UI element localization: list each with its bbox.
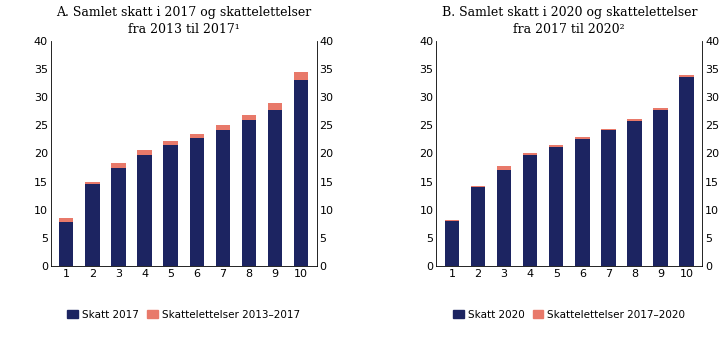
Bar (679, 77, 694, 266)
Bar (653, 109, 668, 266)
Bar (679, 75, 694, 77)
Bar (164, 145, 178, 266)
Bar (471, 186, 485, 187)
Bar (523, 153, 537, 154)
Bar (575, 139, 589, 266)
Bar (268, 103, 282, 109)
Bar (242, 120, 256, 266)
Bar (242, 115, 256, 120)
Bar (111, 167, 126, 266)
Bar (85, 181, 100, 184)
Bar (59, 222, 74, 266)
Bar (268, 109, 282, 266)
Bar (549, 147, 563, 266)
Bar (216, 125, 230, 130)
Bar (471, 187, 485, 266)
Title: B. Samlet skatt i 2020 og skattelettelser
fra 2017 til 2020²: B. Samlet skatt i 2020 og skattelettelse… (442, 5, 697, 35)
Legend: Skatt 2017, Skattelettelser 2013–2017: Skatt 2017, Skattelettelser 2013–2017 (63, 306, 304, 324)
Bar (575, 137, 589, 139)
Bar (445, 220, 459, 221)
Bar (627, 119, 641, 121)
Bar (523, 154, 537, 266)
Bar (497, 166, 511, 170)
Bar (190, 138, 204, 266)
Legend: Skatt 2020, Skattelettelser 2017–2020: Skatt 2020, Skattelettelser 2017–2020 (449, 306, 689, 324)
Bar (190, 134, 204, 138)
Bar (294, 80, 308, 266)
Bar (138, 149, 152, 154)
Bar (601, 129, 615, 130)
Bar (85, 184, 100, 266)
Bar (138, 154, 152, 266)
Bar (445, 221, 459, 266)
Bar (497, 170, 511, 266)
Title: A. Samlet skatt i 2017 og skattelettelser
fra 2013 til 2017¹: A. Samlet skatt i 2017 og skattelettelse… (56, 5, 311, 35)
Bar (601, 130, 615, 266)
Bar (111, 163, 126, 167)
Bar (216, 130, 230, 266)
Bar (164, 141, 178, 145)
Bar (59, 218, 74, 222)
Bar (627, 121, 641, 266)
Bar (549, 145, 563, 147)
Bar (294, 72, 308, 80)
Bar (653, 108, 668, 109)
